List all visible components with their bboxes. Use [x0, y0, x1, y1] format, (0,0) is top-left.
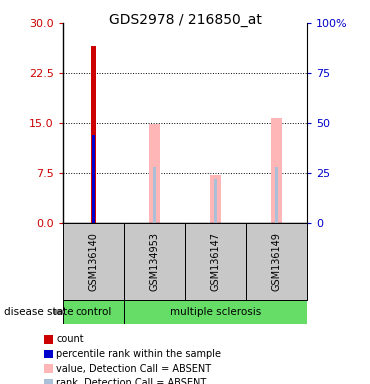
FancyArrow shape — [54, 310, 64, 314]
FancyBboxPatch shape — [44, 350, 53, 358]
Text: value, Detection Call = ABSENT: value, Detection Call = ABSENT — [56, 364, 211, 374]
Text: GSM136140: GSM136140 — [88, 232, 98, 291]
Bar — [124, 223, 185, 300]
FancyBboxPatch shape — [44, 335, 53, 344]
Text: multiple sclerosis: multiple sclerosis — [170, 307, 261, 317]
Bar — [246, 223, 307, 300]
Text: count: count — [56, 334, 84, 344]
Bar — [149, 124, 160, 223]
Text: rank, Detection Call = ABSENT: rank, Detection Call = ABSENT — [56, 378, 206, 384]
Text: GSM136147: GSM136147 — [211, 232, 221, 291]
Text: GSM136149: GSM136149 — [272, 232, 282, 291]
FancyBboxPatch shape — [44, 379, 53, 384]
Text: GDS2978 / 216850_at: GDS2978 / 216850_at — [108, 13, 262, 27]
Bar — [210, 175, 221, 223]
Text: disease state: disease state — [4, 307, 73, 317]
FancyBboxPatch shape — [44, 364, 53, 373]
Bar — [153, 167, 156, 223]
Bar — [271, 118, 282, 223]
Text: percentile rank within the sample: percentile rank within the sample — [56, 349, 221, 359]
Text: GSM134953: GSM134953 — [149, 232, 159, 291]
Bar — [63, 300, 124, 324]
Text: control: control — [75, 307, 112, 317]
Bar — [124, 300, 307, 324]
Bar — [275, 167, 278, 223]
Bar — [91, 46, 96, 223]
Bar — [214, 179, 217, 223]
Bar — [185, 223, 246, 300]
Bar — [92, 135, 95, 223]
Bar — [63, 223, 124, 300]
